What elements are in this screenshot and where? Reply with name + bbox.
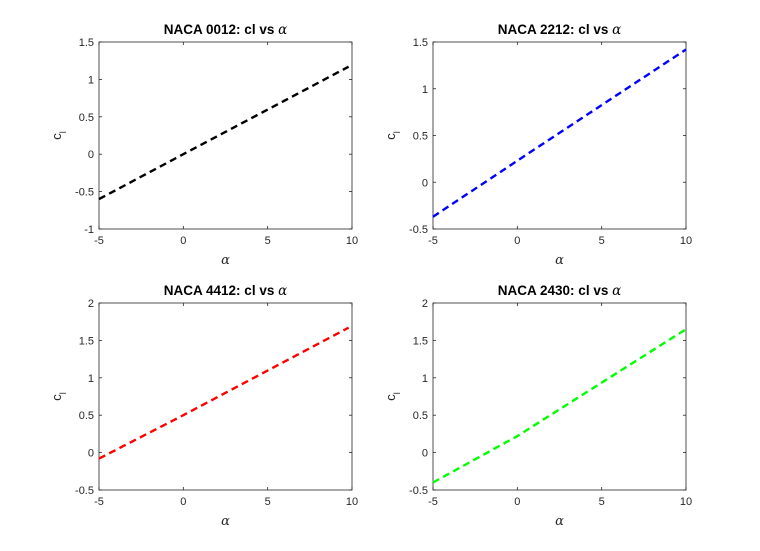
y-tick-label: 1.5	[413, 335, 428, 347]
x-axis-label: α	[221, 514, 230, 529]
y-axis-label-subscript: l	[392, 131, 402, 133]
x-axis-label: α	[555, 253, 564, 268]
y-tick-label: 2	[88, 298, 94, 310]
y-tick-label: 1.5	[79, 335, 94, 347]
plot-area-naca-2430	[432, 302, 687, 491]
x-tick-label: 5	[265, 496, 271, 508]
y-axis-label-subscript: l	[392, 392, 402, 394]
x-tick-label: 5	[265, 235, 271, 247]
title-alpha-symbol: α	[612, 283, 621, 299]
y-axis-label: cl	[383, 392, 402, 401]
y-tick-label: 0	[88, 448, 94, 460]
x-tick-label: 10	[346, 496, 358, 508]
cl-line-naca-2430	[432, 328, 687, 484]
y-tick-label: 0.5	[79, 112, 94, 124]
y-tick-label: 0	[422, 448, 428, 460]
y-tick-label: 2	[422, 298, 428, 310]
y-axis-label: cl	[49, 131, 68, 140]
y-tick-label: 0	[88, 149, 94, 161]
x-tick-label: -5	[428, 496, 438, 508]
title-alpha-symbol: α	[278, 22, 287, 38]
y-tick-label: -0.5	[409, 485, 428, 497]
subplot-title: NACA 0012: cl vs α	[164, 22, 287, 38]
cl-line-naca-0012	[98, 65, 350, 201]
x-tick-label: 10	[346, 235, 358, 247]
x-tick-label: -5	[94, 235, 104, 247]
x-tick-label: 0	[180, 496, 186, 508]
title-alpha-symbol: α	[612, 22, 621, 38]
y-tick-label: -0.5	[75, 187, 94, 199]
y-axis-label-subscript: l	[58, 392, 68, 394]
y-tick-label: 0.5	[413, 131, 428, 143]
y-tick-label: 1.5	[413, 37, 428, 49]
y-tick-label: 1	[88, 74, 94, 86]
plot-area-naca-2212	[432, 41, 687, 230]
y-tick-label: -0.5	[409, 224, 428, 236]
x-axis-label: α	[555, 514, 564, 529]
x-tick-label: 0	[514, 235, 520, 247]
y-tick-label: -1	[84, 224, 94, 236]
cl-line-naca-2212	[432, 48, 687, 218]
y-axis-label: cl	[49, 392, 68, 401]
x-tick-label: 5	[599, 235, 605, 247]
y-tick-label: 1	[422, 373, 428, 385]
subplot-title: NACA 2430: cl vs α	[498, 283, 621, 299]
x-axis-label: α	[221, 253, 230, 268]
subplot-title: NACA 4412: cl vs α	[164, 283, 287, 299]
y-tick-label: 1.5	[79, 37, 94, 49]
y-axis-label-subscript: l	[58, 131, 68, 133]
y-axis-label: cl	[383, 131, 402, 140]
x-tick-label: 10	[680, 496, 692, 508]
plot-area-naca-4412	[98, 302, 353, 491]
y-tick-label: 0.5	[79, 410, 94, 422]
x-tick-label: 10	[680, 235, 692, 247]
y-tick-label: 0	[422, 177, 428, 189]
x-tick-label: -5	[428, 235, 438, 247]
cl-line-naca-4412	[98, 326, 350, 460]
y-tick-label: 1	[422, 84, 428, 96]
x-tick-label: 5	[599, 496, 605, 508]
x-tick-label: 0	[514, 496, 520, 508]
y-tick-label: 1	[88, 373, 94, 385]
subplot-title: NACA 2212: cl vs α	[498, 22, 621, 38]
y-tick-label: 0.5	[413, 410, 428, 422]
y-tick-label: -0.5	[75, 485, 94, 497]
x-tick-label: 0	[180, 235, 186, 247]
x-tick-label: -5	[94, 496, 104, 508]
title-alpha-symbol: α	[278, 283, 287, 299]
plot-area-naca-0012	[98, 41, 353, 230]
